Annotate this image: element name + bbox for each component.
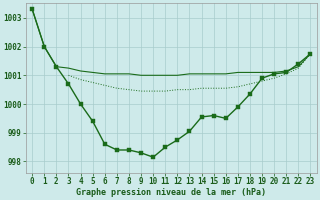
X-axis label: Graphe pression niveau de la mer (hPa): Graphe pression niveau de la mer (hPa) — [76, 188, 266, 197]
